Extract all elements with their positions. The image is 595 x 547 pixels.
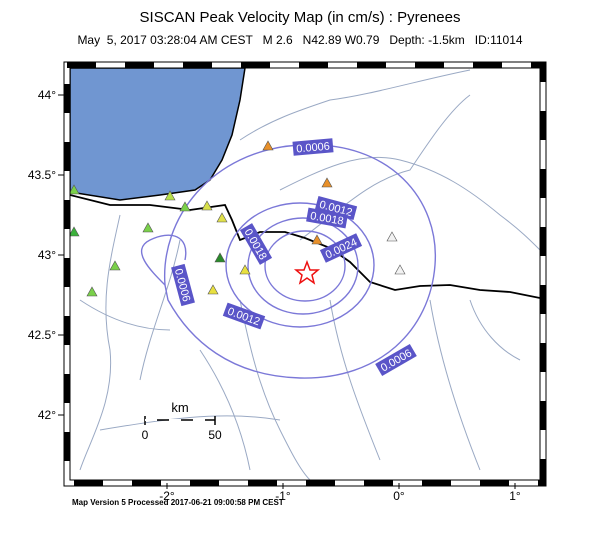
station [216, 212, 228, 223]
station [70, 226, 80, 237]
station [386, 231, 398, 242]
contour-label-box [222, 302, 266, 330]
lon-tick-label: -2° [159, 489, 175, 503]
lat-tick-label: 44° [38, 88, 56, 102]
contour-label-box [171, 263, 195, 307]
station [109, 260, 121, 271]
lat-tick-label: 42.5° [28, 328, 56, 342]
lon-tick-label: -1° [275, 489, 291, 503]
station [70, 184, 80, 195]
station [321, 177, 333, 188]
contour-label-box [314, 196, 358, 220]
lat-tick-label: 43.5° [28, 168, 56, 182]
contour-label-box [292, 138, 334, 156]
contour-label: 0.0006 [292, 138, 334, 156]
station [86, 286, 98, 297]
scale-unit: km [171, 400, 188, 415]
contour-label-box [306, 207, 348, 229]
epicenter [293, 259, 321, 285]
contours [140, 144, 436, 379]
station [164, 190, 176, 201]
contour-label-text: 0.0018 [309, 210, 344, 228]
station [239, 264, 251, 275]
border [70, 194, 540, 299]
contour-label-text: 0.0006 [296, 141, 331, 156]
scale-label: 50 [208, 428, 222, 442]
lon-tick-label: 0° [393, 489, 405, 503]
contour-label-box [239, 223, 273, 265]
station [311, 234, 323, 245]
title: SISCAN Peak Velocity Map (in cm/s) : Pyr… [140, 9, 461, 26]
lon-tick-label: 1° [509, 489, 521, 503]
stations [70, 140, 406, 297]
station [262, 140, 274, 151]
contour-label: 0.0018 [306, 207, 348, 229]
lat-tick-label: 43° [38, 248, 56, 262]
scale-label: 0 [142, 428, 149, 442]
rivers [79, 69, 540, 480]
frame [63, 61, 547, 487]
station [201, 200, 213, 211]
scale-bar: km 0 50 [142, 400, 222, 442]
footer: Map Version 5 Processed 2017-06-21 09:00… [72, 498, 284, 507]
station [394, 264, 406, 275]
subtitle: May 5, 2017 03:28:04 AM CEST M 2.6 N42.8… [77, 33, 522, 47]
map-area: 0.00060.00060.00060.00120.00120.00180.00… [70, 68, 540, 480]
lat-tick-label: 42° [38, 408, 56, 422]
station [214, 252, 226, 263]
station [142, 222, 154, 233]
contour-label-box [375, 343, 417, 377]
contour-label-box [319, 233, 363, 263]
station [179, 201, 191, 212]
station [207, 284, 219, 295]
